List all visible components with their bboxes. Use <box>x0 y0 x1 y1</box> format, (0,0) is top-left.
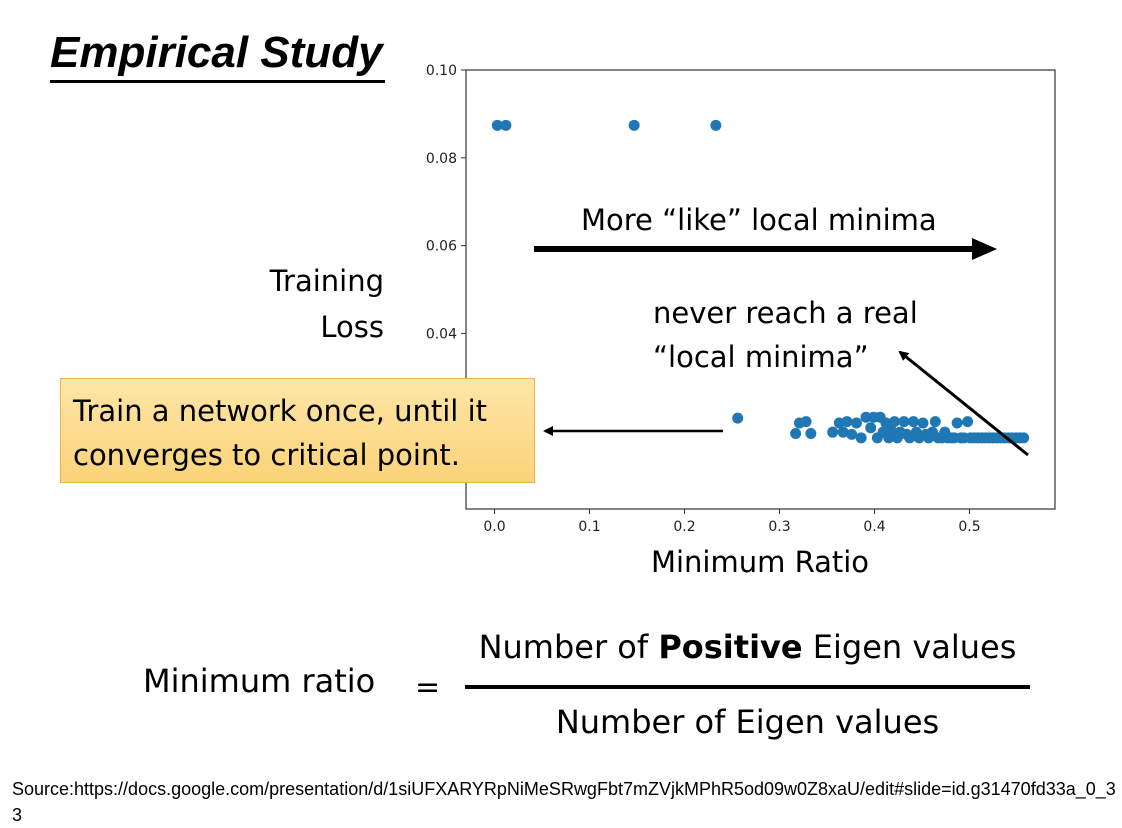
x-tick-label: 0.1 <box>578 519 600 535</box>
fraction-numerator: Number of Positive Eigen values <box>465 628 1030 666</box>
numerator-pre: Number of <box>478 628 659 666</box>
x-tick-label: 0.3 <box>768 519 790 535</box>
callout-line1: Train a network once, until it <box>73 394 488 428</box>
plot-frame <box>465 69 1056 510</box>
diagonal-arrow <box>898 350 1029 457</box>
slide-title: Empirical Study <box>50 26 385 83</box>
scatter-point <box>491 119 503 131</box>
big-arrow-head <box>972 238 997 260</box>
y-tick-label: 0.10 <box>426 63 457 79</box>
y-axis-label-line2: Loss <box>320 310 384 344</box>
x-tick-label: 0.2 <box>673 519 695 535</box>
scatter-point <box>790 427 802 439</box>
scatter-point <box>628 119 640 131</box>
y-tick-label: 0.06 <box>426 239 457 255</box>
scatter-point <box>805 427 817 439</box>
scatter-point <box>1018 432 1030 444</box>
callout-box: Train a network once, until it converges… <box>60 378 535 483</box>
data-points <box>491 119 1030 444</box>
annotation-more-like-local-minima: More “like” local minima <box>581 203 937 237</box>
callout-line2: converges to critical point. <box>73 438 460 472</box>
x-tick-label: 0.0 <box>483 519 505 535</box>
scatter-point <box>500 119 512 131</box>
scatter-point <box>855 432 867 444</box>
formula-equals: = <box>415 670 441 705</box>
scatter-point <box>880 417 892 429</box>
scatter-point <box>846 428 858 440</box>
x-axis-label: Minimum Ratio <box>650 545 870 579</box>
scatter-point <box>827 426 839 438</box>
numerator-post: Eigen values <box>802 628 1017 666</box>
y-tick-label: 0.04 <box>426 326 457 342</box>
scatter-point <box>841 416 853 428</box>
scatter-point <box>732 412 744 424</box>
scatter-point <box>850 417 862 429</box>
scatter-point <box>898 416 910 428</box>
scatter-point <box>860 411 872 423</box>
x-tick-label: 0.4 <box>863 519 885 535</box>
scatter-point <box>888 416 900 428</box>
scatter-point <box>929 416 941 428</box>
y-axis-ticks: 0.020.040.060.080.10 <box>426 63 466 430</box>
scatter-point <box>917 417 929 429</box>
scatter-point <box>951 417 963 429</box>
annotation-never-reach: never reach a real “local minima” <box>653 291 918 379</box>
fraction-denominator: Number of Eigen values <box>555 703 940 741</box>
y-axis-label-line1: Training <box>269 264 384 298</box>
scatter-point <box>710 119 722 131</box>
formula-left-label: Minimum ratio <box>143 662 376 700</box>
annotation-never-reach-line1: never reach a real <box>653 296 918 330</box>
annotation-never-reach-line2: “local minima” <box>653 340 869 374</box>
x-axis-ticks: 0.0 0.1 0.2 0.3 0.4 0.5 <box>483 509 981 535</box>
scatter-point <box>865 422 877 434</box>
scatter-point <box>907 416 919 428</box>
scatter-point <box>800 416 812 428</box>
scatter-point <box>962 416 974 428</box>
fraction-bar <box>465 685 1030 689</box>
source-citation: Source:https://docs.google.com/presentat… <box>12 779 1116 825</box>
x-tick-label: 0.5 <box>958 519 980 535</box>
numerator-bold: Positive <box>658 628 803 666</box>
y-tick-label: 0.08 <box>426 151 457 167</box>
scatter-point <box>837 426 849 438</box>
y-axis-label: Training Loss <box>184 258 384 350</box>
